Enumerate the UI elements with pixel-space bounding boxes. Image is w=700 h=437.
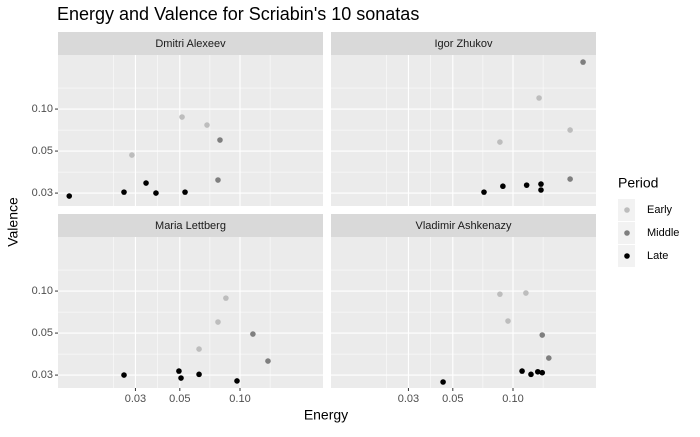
point <box>178 375 184 381</box>
legend-marker <box>624 230 630 236</box>
legend-label: Early <box>647 204 673 216</box>
chart-title: Energy and Valence for Scriabin's 10 son… <box>57 4 419 24</box>
point <box>121 372 127 378</box>
point <box>523 182 530 188</box>
legend-label: Late <box>647 250 668 262</box>
strip-label: Vladimir Ashkenazy <box>416 220 512 232</box>
x-tick-label: 0.03 <box>125 393 146 405</box>
point <box>143 180 149 186</box>
point <box>528 371 534 378</box>
point <box>534 368 541 375</box>
point <box>196 346 202 352</box>
x-tick-label: 0.10 <box>502 393 523 405</box>
legend-marker <box>624 207 630 213</box>
point <box>217 137 223 143</box>
y-tick-label: 0.03 <box>32 187 53 199</box>
legend-title: Period <box>618 175 658 191</box>
point <box>567 176 573 182</box>
point <box>538 187 544 193</box>
point <box>182 189 188 195</box>
point <box>204 122 210 128</box>
x-tick-label: 0.05 <box>442 393 463 405</box>
x-axis-label: Energy <box>304 407 348 423</box>
point <box>153 190 159 196</box>
legend-label: Middle <box>647 227 679 239</box>
strip-label: Dmitri Alexeev <box>155 38 226 50</box>
point <box>546 355 552 361</box>
point <box>223 295 229 301</box>
point <box>497 291 503 297</box>
strip <box>58 32 323 55</box>
y-tick-label: 0.05 <box>32 145 53 157</box>
point <box>523 290 529 296</box>
strip <box>58 214 323 237</box>
point <box>500 183 506 190</box>
point <box>481 189 487 195</box>
x-tick-label: 0.10 <box>229 393 250 405</box>
x-tick-label: 0.03 <box>398 393 419 405</box>
point <box>215 177 221 183</box>
point <box>176 368 182 374</box>
panel <box>58 55 323 206</box>
panel <box>331 237 596 388</box>
point <box>234 378 240 384</box>
point <box>536 95 542 101</box>
point <box>66 193 73 199</box>
panel <box>331 55 596 206</box>
y-tick-label: 0.05 <box>32 327 53 339</box>
point <box>215 319 221 325</box>
x-tick-label: 0.05 <box>169 393 190 405</box>
strip-label: Maria Lettberg <box>155 220 226 232</box>
point <box>196 371 202 378</box>
point <box>250 331 256 337</box>
strip-label: Igor Zhukov <box>434 38 493 50</box>
y-tick-label: 0.03 <box>32 369 53 381</box>
legend-marker <box>624 253 630 259</box>
strip <box>331 32 596 55</box>
point <box>539 369 546 376</box>
point <box>505 318 511 324</box>
point <box>567 127 573 133</box>
point <box>580 59 586 65</box>
point <box>519 368 525 374</box>
point <box>265 358 271 364</box>
point <box>440 379 446 385</box>
strip <box>331 214 596 237</box>
panel <box>58 237 323 388</box>
point <box>539 332 546 338</box>
y-tick-label: 0.10 <box>32 285 53 297</box>
point <box>121 189 127 195</box>
y-tick-label: 0.10 <box>32 103 53 115</box>
y-axis-label: Valence <box>5 197 21 247</box>
point <box>179 114 185 120</box>
point <box>538 181 544 187</box>
point <box>129 152 135 158</box>
point <box>497 139 503 145</box>
